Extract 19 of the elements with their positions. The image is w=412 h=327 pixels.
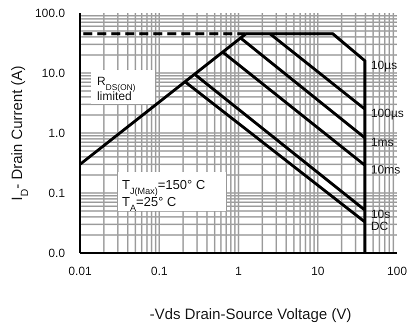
series-label: 1ms bbox=[370, 134, 394, 149]
y-tick-label: 0.1 bbox=[48, 186, 66, 200]
x-tick-label: 100 bbox=[386, 264, 408, 278]
y-tick-label: 10.0 bbox=[42, 66, 66, 80]
annotation: T$_{J(Max)}$=150° C bbox=[122, 177, 206, 196]
y-tick-label: 100.0 bbox=[34, 6, 66, 20]
series-label: 10µs bbox=[370, 58, 398, 72]
x-tick-label: 0.1 bbox=[150, 264, 168, 278]
series-label: 100µs bbox=[370, 106, 404, 120]
series-label: 10ms bbox=[370, 162, 400, 176]
y-tick-label: 0.0 bbox=[48, 246, 66, 260]
y-tick-label: 1.0 bbox=[48, 126, 66, 140]
x-axis-title: -Vds Drain-Source Voltage (V) bbox=[150, 306, 352, 323]
series-label: DC bbox=[370, 218, 389, 233]
annotation: R$_{DS(ON)}$ limited bbox=[97, 74, 136, 103]
x-tick-label: 10 bbox=[311, 264, 325, 278]
series-label: 10s bbox=[370, 207, 390, 222]
x-tick-label: 0.01 bbox=[68, 264, 92, 278]
x-tick-label: 1 bbox=[235, 264, 242, 278]
